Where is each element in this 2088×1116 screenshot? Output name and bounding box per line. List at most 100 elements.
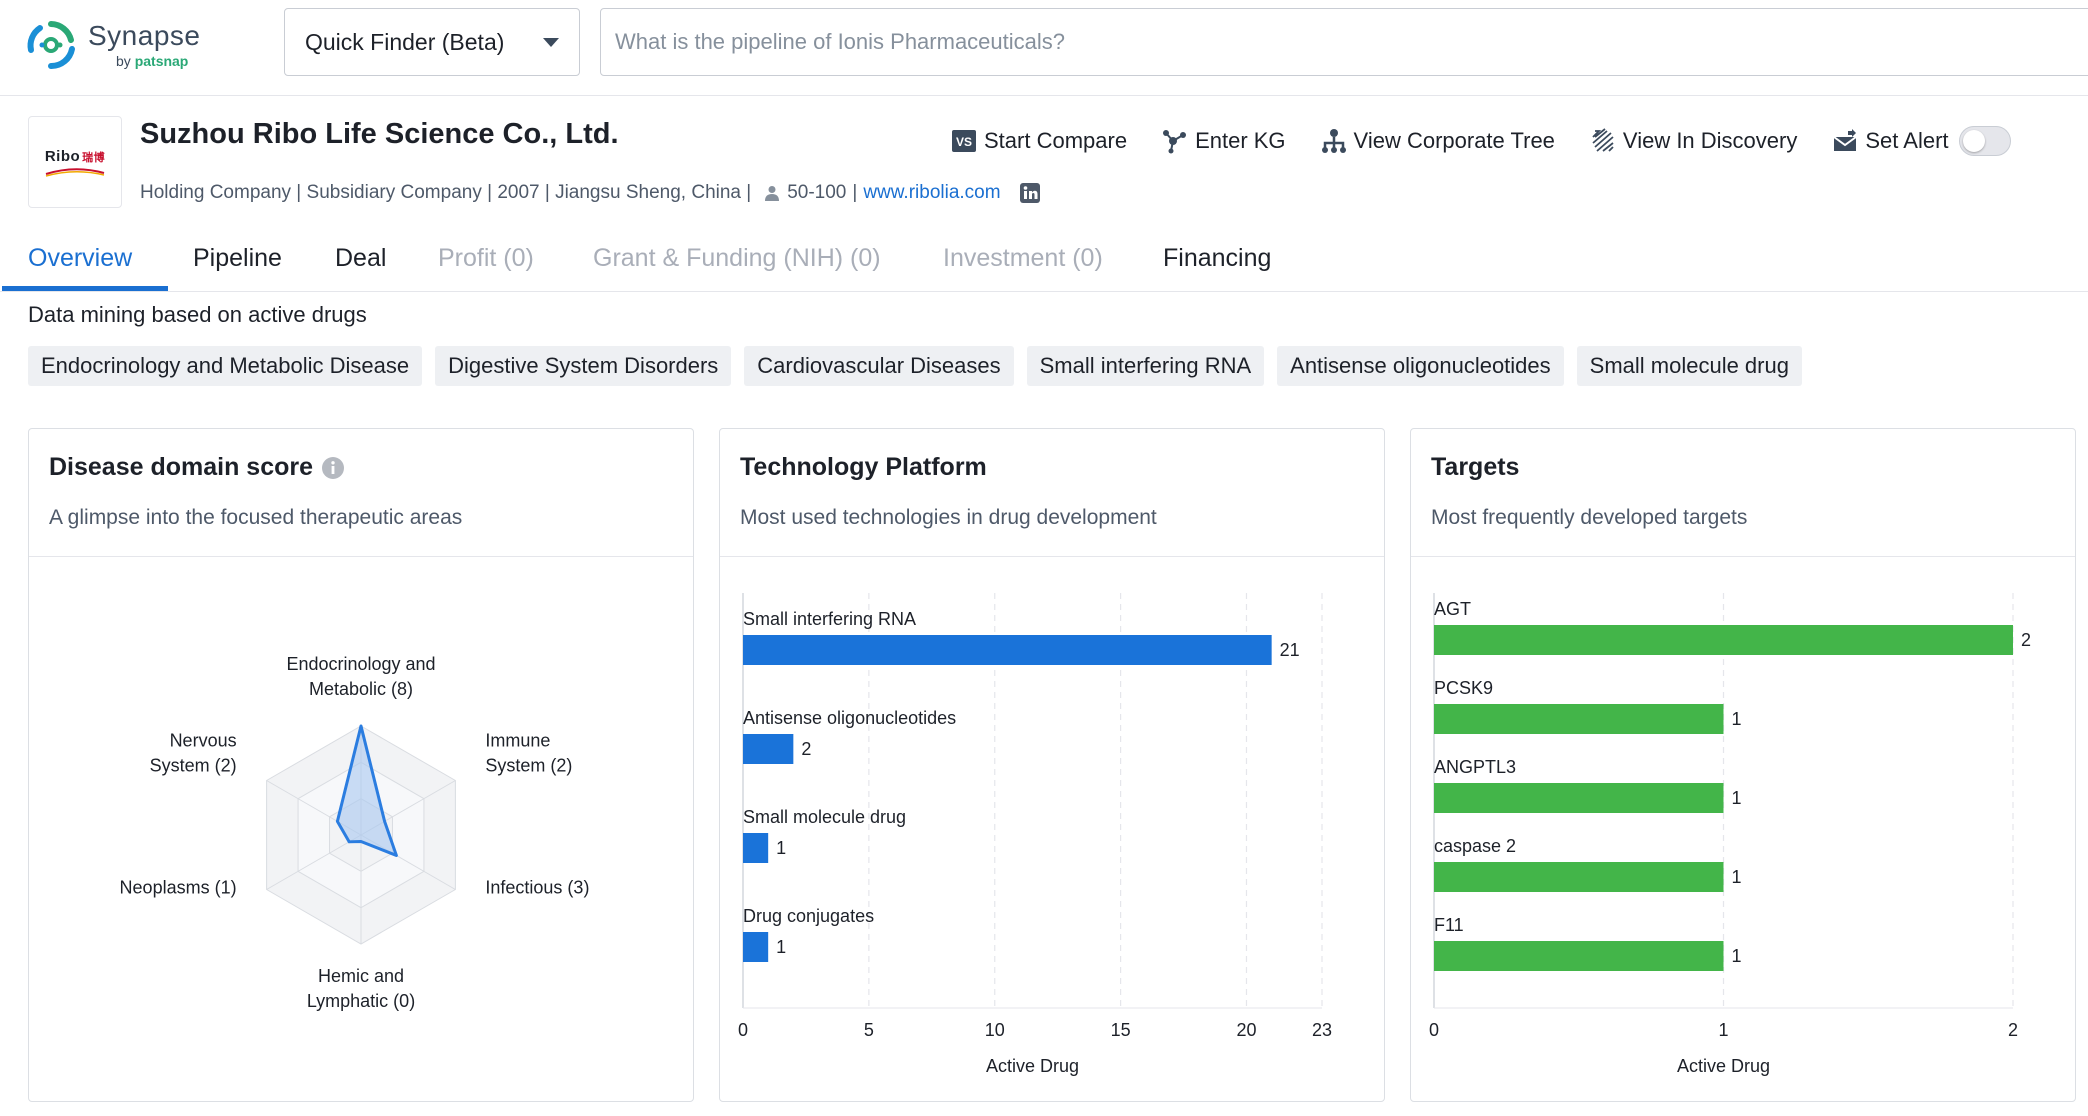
disease-radar-chart: Endocrinology andMetabolic (8) ImmuneSyst… <box>29 557 693 1101</box>
x-tick-label: 5 <box>864 1020 874 1040</box>
linkedin-icon[interactable] <box>1019 182 1041 204</box>
bar <box>1434 862 1724 892</box>
radar-axis-label: NervousSystem (2) <box>150 731 237 776</box>
svg-text:VS: VS <box>956 135 972 149</box>
top-bar: Synapse by patsnap Quick Finder (Beta) <box>0 0 2088 96</box>
discovery-icon <box>1589 127 1617 155</box>
targets-bar-chart: 012AGT2PCSK91ANGPTL31caspase 21F111Activ… <box>1411 557 2075 1101</box>
chip-endocrinology[interactable]: Endocrinology and Metabolic Disease <box>28 346 422 386</box>
disease-card-title: Disease domain score <box>49 453 313 482</box>
employee-count: 50-100 <box>787 182 846 204</box>
enter-kg-label: Enter KG <box>1195 128 1285 154</box>
bar-value-label: 1 <box>776 838 786 858</box>
start-compare-button[interactable]: VS Start Compare <box>950 127 1127 155</box>
disease-card-subtitle: A glimpse into the focused therapeutic a… <box>49 506 673 530</box>
search-input[interactable] <box>600 8 2088 76</box>
caret-down-icon <box>543 38 559 47</box>
data-mining-chips: Endocrinology and Metabolic Disease Dige… <box>28 346 1815 386</box>
company-actions: VS Start Compare Enter KG View Corporate… <box>950 124 2011 158</box>
start-compare-label: Start Compare <box>984 128 1127 154</box>
x-tick-label: 1 <box>1718 1020 1728 1040</box>
disease-domain-card: Disease domain score A glimpse into the … <box>28 428 694 1102</box>
bar-category-label: PCSK9 <box>1434 678 1493 698</box>
company-logo: Ribo瑞博 <box>28 116 122 208</box>
technology-bar-chart: 0510152023Small interfering RNA21Antisen… <box>720 557 1384 1101</box>
bar-category-label: Antisense oligonucleotides <box>743 708 956 728</box>
bar <box>1434 783 1724 813</box>
bar <box>1434 704 1724 734</box>
x-tick-label: 2 <box>2008 1020 2018 1040</box>
knowledge-graph-icon <box>1161 127 1189 155</box>
compare-icon: VS <box>950 127 978 155</box>
tab-financing[interactable]: Financing <box>1163 244 1271 273</box>
x-tick-label: 10 <box>985 1020 1005 1040</box>
enter-kg-button[interactable]: Enter KG <box>1161 127 1285 155</box>
company-logo-text: Ribo <box>45 148 80 165</box>
bar-category-label: ANGPTL3 <box>1434 757 1516 777</box>
set-alert-button[interactable]: Set Alert <box>1831 127 1948 155</box>
bar <box>743 932 768 962</box>
x-tick-label: 20 <box>1236 1020 1256 1040</box>
bar-value-label: 1 <box>1732 946 1742 966</box>
chip-sirna[interactable]: Small interfering RNA <box>1027 346 1265 386</box>
view-corporate-tree-label: View Corporate Tree <box>1354 128 1555 154</box>
quick-finder-label: Quick Finder (Beta) <box>305 29 504 56</box>
company-tabs: Overview Pipeline Deal Profit (0) Grant … <box>0 230 2088 292</box>
view-in-discovery-button[interactable]: View In Discovery <box>1589 127 1797 155</box>
radar-axis-label: Endocrinology andMetabolic (8) <box>286 654 435 699</box>
x-tick-label: 23 <box>1312 1020 1332 1040</box>
data-mining-title: Data mining based on active drugs <box>28 302 367 328</box>
tab-profit[interactable]: Profit (0) <box>438 244 534 273</box>
bar-value-label: 2 <box>2021 630 2031 650</box>
technology-card-subtitle: Most used technologies in drug developme… <box>740 506 1364 530</box>
logo-swoosh-icon <box>44 167 106 177</box>
view-in-discovery-label: View In Discovery <box>1623 128 1797 154</box>
bar <box>1434 941 1724 971</box>
chip-cardiovascular[interactable]: Cardiovascular Diseases <box>744 346 1013 386</box>
bar-category-label: AGT <box>1434 599 1471 619</box>
chip-digestive[interactable]: Digestive System Disorders <box>435 346 731 386</box>
technology-card-title: Technology Platform <box>740 453 987 482</box>
set-alert-toggle[interactable] <box>1959 126 2011 156</box>
quick-finder-select[interactable]: Quick Finder (Beta) <box>284 8 580 76</box>
tab-pipeline[interactable]: Pipeline <box>193 244 282 273</box>
tab-investment[interactable]: Investment (0) <box>943 244 1103 273</box>
x-tick-label: 15 <box>1111 1020 1131 1040</box>
bar <box>743 635 1272 665</box>
bar <box>743 833 768 863</box>
x-axis-title: Active Drug <box>986 1056 1079 1076</box>
bar-value-label: 1 <box>776 937 786 957</box>
radar-axis-label: Hemic andLymphatic (0) <box>307 966 415 1011</box>
info-icon[interactable] <box>321 456 345 480</box>
tab-overview[interactable]: Overview <box>28 244 132 273</box>
brand-name: Synapse <box>88 22 200 50</box>
tab-grant-funding[interactable]: Grant & Funding (NIH) (0) <box>593 244 881 273</box>
tab-deal[interactable]: Deal <box>335 244 386 273</box>
corporate-tree-icon <box>1320 127 1348 155</box>
synapse-logo[interactable]: Synapse by patsnap <box>26 18 200 72</box>
targets-card: Targets Most frequently developed target… <box>1410 428 2076 1102</box>
radar-axis-label: Infectious (3) <box>485 878 589 898</box>
chip-antisense[interactable]: Antisense oligonucleotides <box>1277 346 1564 386</box>
radar-axis-label: Neoplasms (1) <box>120 878 237 898</box>
company-name: Suzhou Ribo Life Science Co., Ltd. <box>140 118 619 151</box>
x-tick-label: 0 <box>738 1020 748 1040</box>
targets-card-subtitle: Most frequently developed targets <box>1431 506 2055 530</box>
chip-small-molecule[interactable]: Small molecule drug <box>1577 346 1802 386</box>
synapse-logo-icon <box>26 20 76 70</box>
bar <box>1434 625 2013 655</box>
view-corporate-tree-button[interactable]: View Corporate Tree <box>1320 127 1555 155</box>
bar-value-label: 1 <box>1732 709 1742 729</box>
bar-category-label: Small interfering RNA <box>743 609 916 629</box>
company-meta: Holding Company | Subsidiary Company | 2… <box>140 180 1041 206</box>
alert-icon <box>1831 127 1859 155</box>
bar-value-label: 1 <box>1732 788 1742 808</box>
x-tick-label: 0 <box>1429 1020 1439 1040</box>
active-tab-indicator <box>2 286 168 291</box>
targets-card-title: Targets <box>1431 453 1519 482</box>
company-logo-cn: 瑞博 <box>82 152 105 164</box>
bar-category-label: Drug conjugates <box>743 906 874 926</box>
radar-axis-label: ImmuneSystem (2) <box>485 731 572 776</box>
bar-category-label: caspase 2 <box>1434 836 1516 856</box>
company-website-link[interactable]: www.ribolia.com <box>863 182 1000 204</box>
